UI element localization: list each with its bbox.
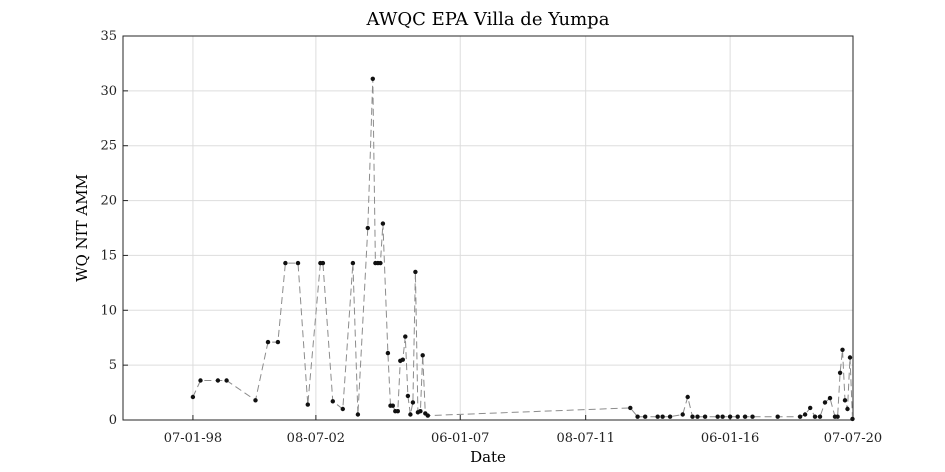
- data-point: [827, 395, 833, 401]
- data-point: [198, 378, 203, 383]
- chart-title: AWQC EPA Villa de Yumpa: [366, 9, 610, 30]
- data-point: [835, 414, 840, 419]
- data-point: [395, 409, 400, 414]
- x-tick-label: 06-01-16: [701, 431, 759, 446]
- y-tick-label: 0: [109, 413, 117, 428]
- data-point: [410, 400, 416, 405]
- series-layer: [190, 76, 855, 422]
- data-point: [380, 221, 386, 226]
- y-tick-label: 20: [100, 194, 117, 209]
- data-point: [355, 412, 361, 417]
- data-point: [283, 260, 288, 266]
- data-point: [817, 414, 823, 419]
- data-point: [837, 370, 843, 375]
- data-point: [405, 393, 411, 399]
- data-point: [628, 405, 633, 411]
- gridlines: [123, 35, 854, 421]
- data-point: [750, 414, 755, 419]
- data-point: [400, 357, 405, 362]
- data-point: [685, 394, 690, 400]
- series-line: [192, 78, 853, 419]
- data-point: [330, 399, 335, 404]
- data-point: [420, 353, 425, 358]
- data-point: [822, 400, 828, 405]
- y-tick-label: 10: [100, 303, 117, 318]
- data-point: [403, 334, 408, 339]
- data-point: [350, 260, 356, 266]
- plot-frame: [122, 35, 854, 421]
- data-point: [797, 414, 803, 419]
- data-point: [305, 402, 310, 407]
- data-point: [365, 225, 370, 231]
- y-tick-label: 35: [100, 29, 117, 44]
- data-point: [702, 414, 708, 419]
- data-point: [715, 414, 720, 419]
- x-tick-label: 07-07-20: [824, 431, 882, 446]
- data-point: [840, 347, 845, 352]
- x-tick-label: 08-07-11: [556, 431, 614, 446]
- data-point: [385, 350, 391, 356]
- y-tick-label: 30: [100, 84, 117, 99]
- data-point: [413, 269, 418, 275]
- data-point: [667, 414, 673, 419]
- data-point: [690, 414, 695, 419]
- data-point: [660, 414, 665, 419]
- axis-ticks: 0 5 10 15 20 25 30 35 07-01-98 08-07-02 06-01-07 08…: [100, 29, 882, 446]
- data-point: [842, 398, 848, 403]
- data-point: [418, 409, 423, 414]
- data-point: [425, 413, 430, 418]
- y-tick-label: 5: [109, 358, 117, 373]
- x-axis-label: Date: [470, 448, 506, 466]
- data-point: [340, 406, 345, 412]
- data-point: [680, 412, 685, 417]
- data-point: [655, 414, 660, 419]
- x-tick-label: 08-07-02: [287, 431, 345, 446]
- data-point: [643, 414, 648, 419]
- data-point: [320, 260, 326, 266]
- x-tick-label: 06-01-07: [431, 431, 489, 446]
- data-point: [370, 76, 375, 82]
- data-point: [275, 339, 281, 345]
- data-point: [727, 414, 733, 419]
- data-point: [378, 260, 383, 266]
- data-point: [845, 406, 850, 412]
- data-point: [847, 355, 853, 360]
- data-point: [408, 412, 413, 417]
- data-point: [735, 414, 740, 419]
- data-point: [215, 378, 221, 383]
- data-point: [695, 414, 700, 419]
- data-point: [775, 414, 780, 419]
- y-tick-label: 25: [100, 139, 117, 154]
- data-point: [190, 394, 196, 400]
- data-point: [720, 414, 725, 419]
- data-point: [253, 398, 258, 403]
- y-tick-label: 15: [100, 248, 117, 263]
- x-tick-label: 07-01-98: [164, 431, 222, 446]
- data-point: [295, 260, 301, 266]
- data-point: [812, 414, 818, 419]
- data-point: [802, 412, 808, 417]
- data-point: [850, 416, 855, 422]
- data-point: [635, 414, 640, 419]
- data-point: [265, 339, 271, 345]
- data-point: [742, 414, 748, 419]
- data-point: [224, 378, 229, 383]
- data-point: [808, 405, 813, 411]
- data-point: [390, 403, 395, 408]
- y-axis-label: WQ NIT AMM: [73, 174, 91, 282]
